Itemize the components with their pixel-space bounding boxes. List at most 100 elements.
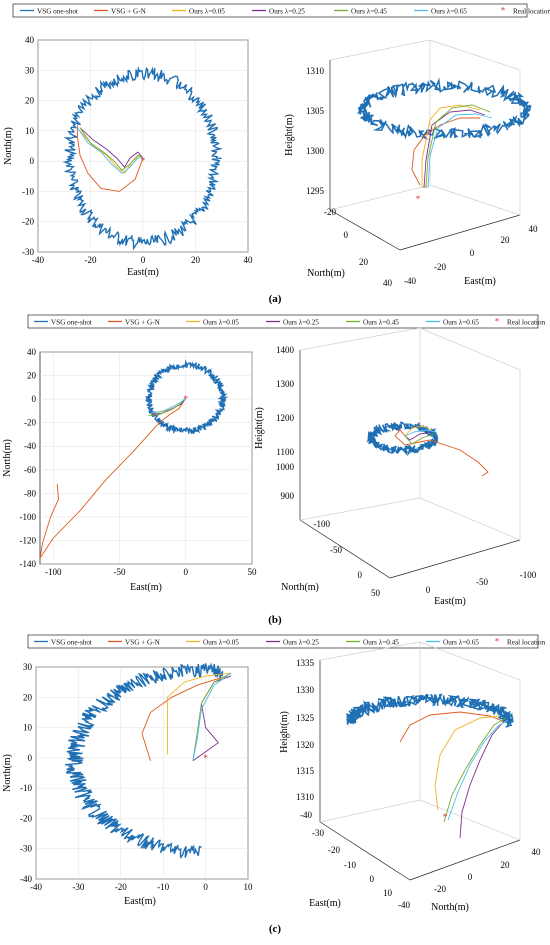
series-line-vsg [366,421,439,457]
series-line-l025 [459,719,506,839]
x-tick: -10 [344,860,356,870]
legend-label: Ours λ=0.05 [203,319,239,327]
x-tick-label: -100 [45,567,62,577]
y-tick-label: -20 [20,813,32,823]
x-tick: 0 [370,874,375,884]
z-tick: 1000 [276,462,295,472]
series-line-l045 [192,672,232,761]
y-tick-label: -140 [20,559,37,569]
series-line-l005 [166,672,232,755]
series-group: * [64,662,232,860]
x-tick: 0 [470,248,475,258]
x-tick-label: -40 [30,882,42,892]
z-tick: 1295 [306,186,325,196]
x-tick: -20 [328,845,340,855]
series-line-l045 [79,127,144,171]
x-tick-label: -30 [72,882,84,892]
series-line-l025 [423,109,486,189]
x-tick-label: -20 [85,255,97,265]
x-tick-label: 10 [244,882,254,892]
y-tick-label: -30 [20,844,32,854]
y-tick-label: 20 [23,692,33,702]
series-line-gn [39,397,187,559]
y-tick-label: -40 [24,441,36,451]
legend-box [12,3,528,18]
x-tick-label: -10 [157,882,169,892]
y-tick-label: -40 [20,874,32,884]
legend-label: Real location [507,319,546,327]
panel-a: VSG one-shot VSG + G-N Ours λ=0.05 Ours λ=0… [3,3,550,305]
y-tick: -50 [330,545,342,555]
x-tick-label: 20 [191,255,201,265]
y-axis-label: North(m) [3,127,14,165]
series-line-l005 [421,104,481,188]
x-tick-label: 0 [141,255,146,265]
y-axis-label: North(m) [431,902,469,913]
tick-labels: -40 -30 -20 -10 0 10 -40 -30 -20 -10 0 10 20 30 [20,662,253,892]
x-axis-label: East(m) [434,596,466,607]
x-tick: -40 [404,276,416,286]
y-tick-label: 20 [27,371,37,381]
series-line-gn [141,675,227,762]
chart-a-3d: 1310 1305 1300 1295 -20 0 20 40 40 20 0 … [284,39,539,288]
series-line-l005 [404,425,433,437]
series-line-l065 [77,127,143,174]
legend-label: VSG + G-N [111,8,147,16]
z-tick: 1310 [296,792,315,802]
x-axis-label: East(m) [464,276,496,287]
y-tick: 20 [501,860,511,870]
z-tick: 900 [281,491,295,501]
y-axis-label: North(m) [307,268,345,279]
z-tick: 1330 [296,685,315,695]
series-group-3d: * [357,77,532,204]
tick-labels: -40 -20 0 20 40 -30 -20 -10 0 10 20 30 40 [22,35,253,265]
x-tick-label: -40 [32,255,44,265]
grid [40,351,253,565]
y-tick-label: 10 [23,723,33,733]
series-line-gn [76,124,144,192]
y-tick-label: 40 [25,35,35,45]
z-tick: 1300 [276,379,295,389]
x-tick: 40 [529,224,539,234]
panel-caption: (a) [269,293,282,305]
y-tick: 0 [358,570,363,580]
chart-b-3d: 1400 1300 1200 1100 1000 900 -100 -50 0 … [254,327,537,607]
y-tick-label: -20 [22,217,34,227]
series-line-l045 [443,717,507,823]
y-tick: -20 [434,884,446,894]
y-axis-label: North(m) [281,582,319,593]
z-tick: 1200 [276,413,295,423]
series-line-vsg [62,66,223,251]
y-tick: 0 [468,872,473,882]
z-axis-label: Height(m) [284,114,295,156]
legend: VSG one-shot VSG + G-N Ours λ=0.05 Ours λ=0… [27,314,546,329]
legend: VSG one-shot VSG + G-N Ours λ=0.05 Ours λ=0… [12,3,550,18]
y-tick-label: -30 [22,247,34,257]
series-line-vsg [145,359,229,435]
legend-label: VSG + G-N [125,319,161,327]
box-3d [299,327,521,579]
x-tick: 20 [501,235,511,245]
series-group: * [39,359,229,559]
x-axis-label: East(m) [309,898,341,909]
series-line-l045 [404,433,435,445]
y-tick-label: 40 [27,347,37,357]
z-tick: 1325 [296,713,315,723]
x-tick-label: -50 [114,567,126,577]
series-line-l005 [434,715,501,811]
y-tick-label: 20 [25,96,35,106]
series-line-gn [394,429,489,477]
series-group-3d: * [345,693,514,839]
x-axis-label: East(m) [130,582,162,593]
z-tick: 1300 [306,146,325,156]
legend-marker: * [495,317,500,327]
y-tick-label: 30 [25,65,35,75]
series-line-l065 [447,719,509,821]
series-line-l025 [79,127,144,168]
real-location-marker: * [184,394,189,404]
x-axis-label: East(m) [124,896,156,907]
y-tick: 0 [344,230,349,240]
y-tick-label: -60 [24,465,36,475]
